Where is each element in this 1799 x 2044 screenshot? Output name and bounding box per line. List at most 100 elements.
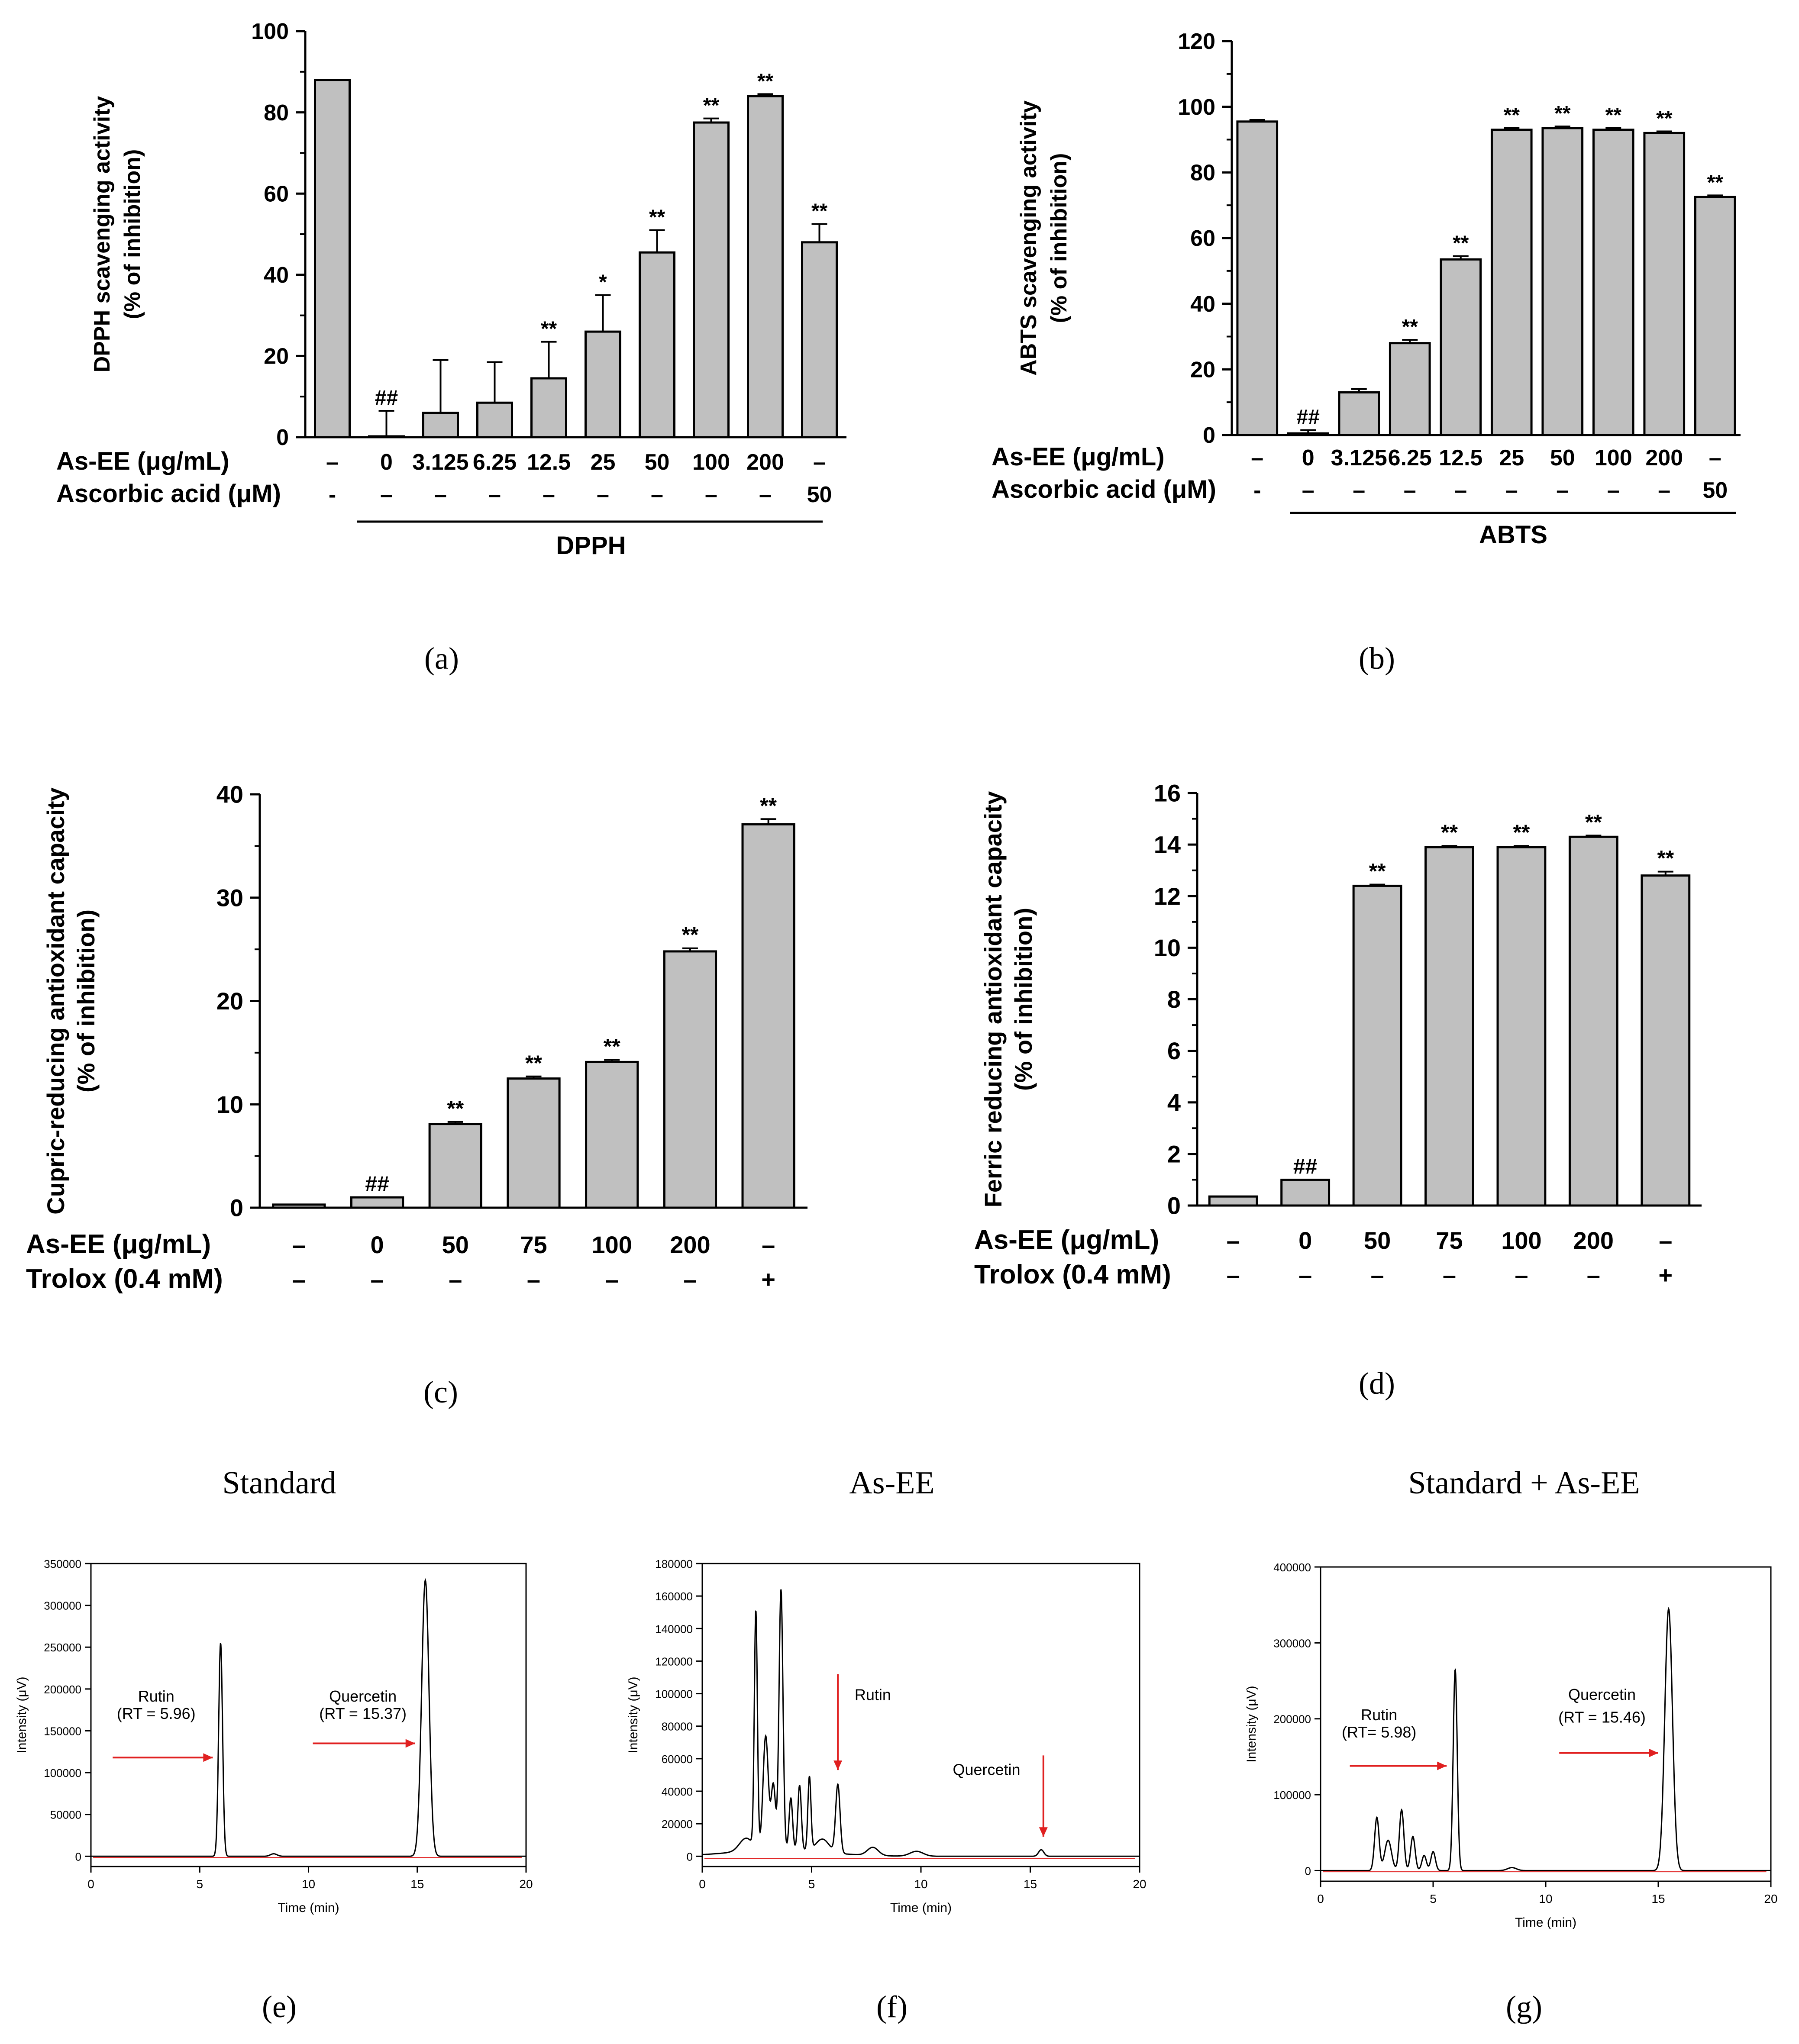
- category-label: –: [434, 482, 447, 507]
- bar-1: [1287, 432, 1329, 436]
- plot-frame: [701, 1563, 1140, 1867]
- panel-caption: (d): [1359, 1366, 1395, 1401]
- category-label: –: [759, 482, 772, 507]
- y-tick-label: 20: [1190, 358, 1215, 383]
- y-tick-label: 120: [1178, 29, 1215, 54]
- row-label: As-EE (μg/mL): [992, 443, 1165, 471]
- y-tick-label: 200000: [44, 1683, 81, 1696]
- category-label: –: [527, 1266, 540, 1293]
- y-tick-label: 300000: [1273, 1637, 1311, 1650]
- row-label: Ascorbic acid (μM): [56, 480, 281, 508]
- category-label: –: [543, 482, 555, 507]
- bar-3: [476, 401, 513, 438]
- category-label: –: [1298, 1261, 1312, 1289]
- category-label: –: [1709, 445, 1721, 471]
- y-axis-label: Ferric reducing antioxidant capacity: [979, 791, 1007, 1208]
- category-label: –: [1404, 478, 1416, 503]
- peak-annotation: (RT = 15.37): [319, 1705, 407, 1722]
- bar-5: [1568, 835, 1618, 1207]
- significance-label: **: [1513, 820, 1530, 845]
- chromatogram-trace: [91, 1578, 526, 1857]
- row-label: As-EE (μg/mL): [26, 1229, 211, 1259]
- row-label: Trolox (0.4 mM): [974, 1260, 1171, 1290]
- peak-annotation: (RT = 15.46): [1558, 1708, 1646, 1726]
- category-label: 50: [1550, 445, 1575, 471]
- bar-5: [585, 330, 621, 438]
- y-tick-label: 16: [1154, 780, 1181, 807]
- bar-3: [1424, 846, 1474, 1207]
- y-tick-label: 60: [264, 181, 289, 206]
- category-label: -: [329, 482, 336, 507]
- chromatogram-e: Standard 0 5 10 15 20 0 50000 100000 150000 200000…: [15, 1465, 533, 2024]
- category-label: –: [1607, 478, 1620, 503]
- bar-0: [314, 79, 351, 438]
- category-label: –: [1515, 1261, 1528, 1289]
- x-axis-label: Time (min): [1515, 1915, 1576, 1930]
- chromatogram-f: As-EE 0 5 10 15 20 0 20000 40000 60000 80000 100000…: [626, 1465, 1147, 2024]
- row-label: Trolox (0.4 mM): [26, 1264, 223, 1294]
- y-tick-label: 180000: [655, 1557, 693, 1570]
- bar-6: [1641, 874, 1691, 1207]
- y-axis-label: Intensity (μV): [15, 1676, 29, 1753]
- category-label: 0: [370, 1231, 384, 1258]
- category-label: –: [1587, 1261, 1600, 1289]
- bar-2: [1338, 391, 1380, 436]
- bar-9: [1694, 196, 1736, 436]
- category-label: –: [1505, 478, 1518, 503]
- category-label: 25: [1499, 445, 1524, 471]
- peak-annotation: Quercetin: [329, 1687, 397, 1705]
- significance-label: **: [541, 318, 557, 341]
- x-tick-label: 15: [410, 1877, 424, 1891]
- arrow-head: [405, 1739, 415, 1748]
- category-label: 100: [1595, 445, 1632, 471]
- y-tick-label: 80000: [662, 1720, 693, 1733]
- y-tick-label: 2: [1167, 1140, 1181, 1167]
- category-label: 100: [1501, 1227, 1541, 1254]
- y-axis-label: (% of inhibition): [120, 149, 145, 319]
- bar-3: [507, 1077, 561, 1209]
- y-tick-label: 100000: [44, 1767, 81, 1780]
- category-label: –: [449, 1266, 462, 1293]
- significance-label: ##: [1293, 1154, 1318, 1178]
- category-label: 200: [1645, 445, 1683, 471]
- category-label: 50: [442, 1231, 469, 1258]
- panel-caption: (c): [423, 1375, 458, 1409]
- significance-label: **: [1605, 104, 1622, 127]
- category-label: 0: [1298, 1227, 1312, 1254]
- category-label: –: [1454, 478, 1467, 503]
- significance-label: **: [1504, 104, 1520, 127]
- bar-1: [350, 1196, 404, 1209]
- category-label: –: [813, 450, 826, 475]
- bar-2: [1352, 884, 1402, 1207]
- bar-4: [1496, 846, 1547, 1207]
- arrow-head: [833, 1760, 843, 1770]
- significance-label: **: [1453, 232, 1469, 255]
- significance-label: **: [649, 206, 665, 229]
- bar-6: [741, 823, 795, 1209]
- chromatogram-g: Standard + As-EE 0 5 10 15 20 0 100000 200000 300…: [1244, 1465, 1778, 2024]
- y-tick-label: 120000: [655, 1655, 693, 1668]
- significance-label: **: [1402, 316, 1418, 339]
- category-label: –: [1658, 478, 1670, 503]
- y-axis-label: Intensity (μV): [626, 1676, 640, 1753]
- category-label: 3.125: [1331, 445, 1387, 471]
- category-label: 200: [1573, 1227, 1614, 1254]
- bar-0: [272, 1203, 326, 1209]
- significance-label: **: [525, 1051, 542, 1075]
- x-tick-label: 0: [1317, 1892, 1324, 1905]
- panel-caption: (f): [876, 1989, 908, 2024]
- y-tick-label: 20000: [662, 1818, 693, 1831]
- y-tick-label: 60000: [662, 1753, 693, 1766]
- arrow-head: [1649, 1748, 1658, 1757]
- category-label: –: [370, 1266, 384, 1293]
- category-label: 50: [1702, 478, 1728, 503]
- peak-annotation: Rutin: [138, 1687, 174, 1705]
- category-label: –: [1227, 1227, 1240, 1254]
- bar-3: [1389, 342, 1431, 436]
- y-tick-label: 100: [251, 19, 289, 44]
- bar-0: [1208, 1195, 1258, 1207]
- panel-caption: (a): [424, 641, 459, 676]
- y-tick-label: 20: [216, 987, 243, 1015]
- bar-7: [1592, 129, 1634, 436]
- bar-0: [1236, 120, 1279, 436]
